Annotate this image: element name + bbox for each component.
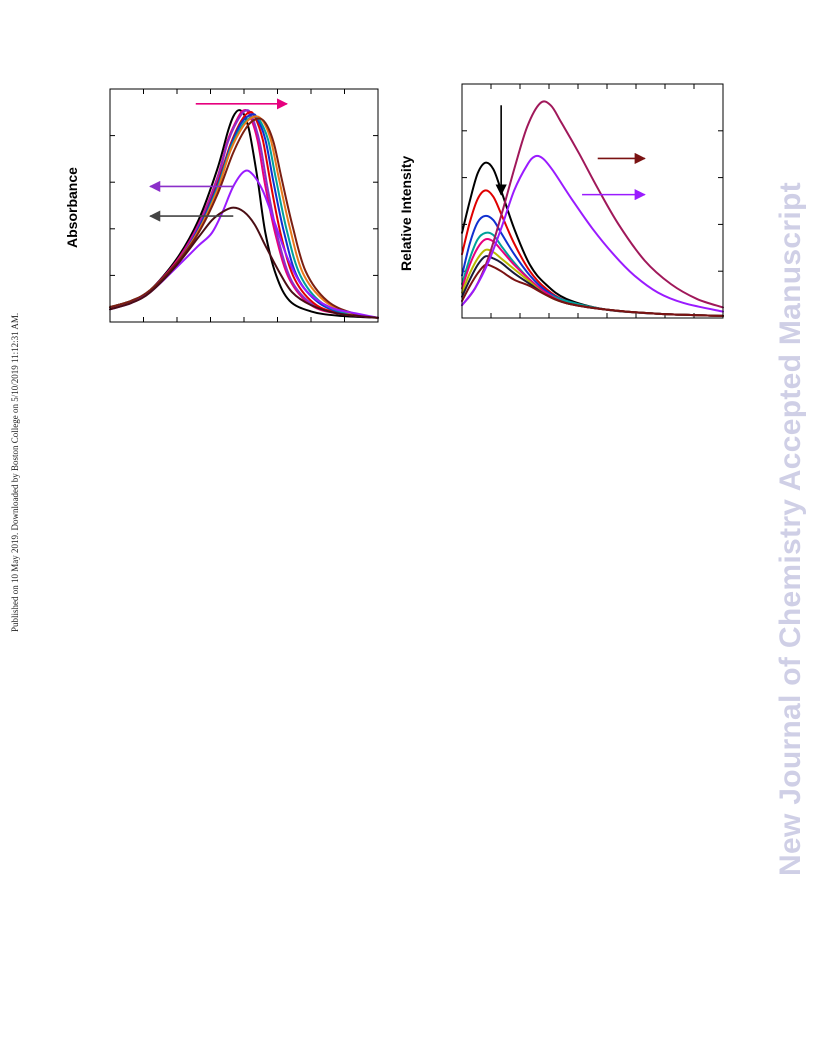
intensity-series-line-8 [461, 263, 724, 317]
intensity-series-line-2 [461, 189, 724, 317]
absorbance-plot-frame [109, 88, 379, 323]
absorbance-series-line-8 [109, 117, 379, 319]
absorbance-series-line-10 [109, 206, 379, 319]
absorbance-series-line-6 [109, 115, 379, 319]
absorbance-chart [109, 88, 379, 323]
absorbance-series-line-3 [109, 109, 379, 319]
absorbance-series-line-9 [109, 169, 379, 319]
intensity-series-line-6 [461, 248, 724, 317]
intensity-series-line-9 [461, 100, 724, 309]
absorbance-series-line-1 [109, 109, 379, 319]
relative-intensity-chart [461, 83, 724, 319]
relative-intensity-axis-label: Relative Intensity [398, 155, 414, 271]
intensity-series-line-5 [461, 237, 724, 317]
absorbance-series-line-4 [109, 111, 379, 319]
absorbance-series-line-2 [109, 109, 379, 319]
intensity-plot-frame [461, 83, 724, 319]
absorbance-series-line-7 [109, 115, 379, 319]
absorbance-axis-label: Absorbance [64, 167, 80, 248]
intensity-series-line-10 [461, 154, 724, 313]
